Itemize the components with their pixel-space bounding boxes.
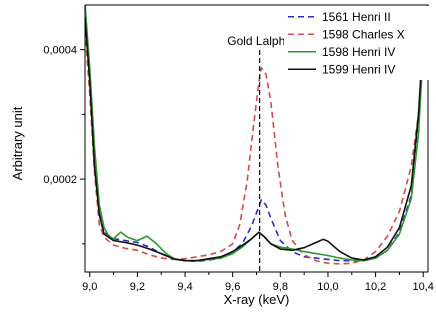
plot-layer: Gold Lalpha xyxy=(85,5,428,272)
y-tick-label: 0,0004 xyxy=(43,45,77,57)
y-axis-label: Arbitrary unit xyxy=(10,106,25,180)
series-line-2 xyxy=(85,10,428,265)
legend-background xyxy=(284,6,432,80)
x-axis-label: X-ray (keV) xyxy=(224,292,290,307)
legend-label-2: 1598 Charles X xyxy=(322,27,405,41)
annotation-label: Gold Lalpha xyxy=(227,34,292,48)
legend: 1561 Henri II 1598 Charles X 1598 Henri IV… xyxy=(284,6,432,80)
x-tick-label: 10,2 xyxy=(365,281,386,293)
x-tick-label: 10,0 xyxy=(317,281,338,293)
series-line-3 xyxy=(85,5,428,262)
x-tick-label: 9,2 xyxy=(130,281,145,293)
series-line-4 xyxy=(85,5,428,262)
legend-label-4: 1599 Henri IV xyxy=(322,62,395,76)
x-tick-label: 9,0 xyxy=(82,281,97,293)
axes-layer: 9,0 9,2 9,4 9,6 9,8 10,0 10,2 10,4 0,0002 0,0004 X… xyxy=(10,4,434,307)
legend-label-1: 1561 Henri II xyxy=(322,10,391,24)
legend-label-3: 1598 Henri IV xyxy=(322,45,395,59)
x-tick-label: 9,6 xyxy=(225,281,240,293)
x-tick-label: 9,4 xyxy=(177,281,192,293)
x-tick-label: 10,4 xyxy=(413,281,434,293)
x-tick-label: 9,8 xyxy=(273,281,288,293)
y-tick-label: 0,0002 xyxy=(43,174,77,186)
plot-area xyxy=(85,5,428,265)
